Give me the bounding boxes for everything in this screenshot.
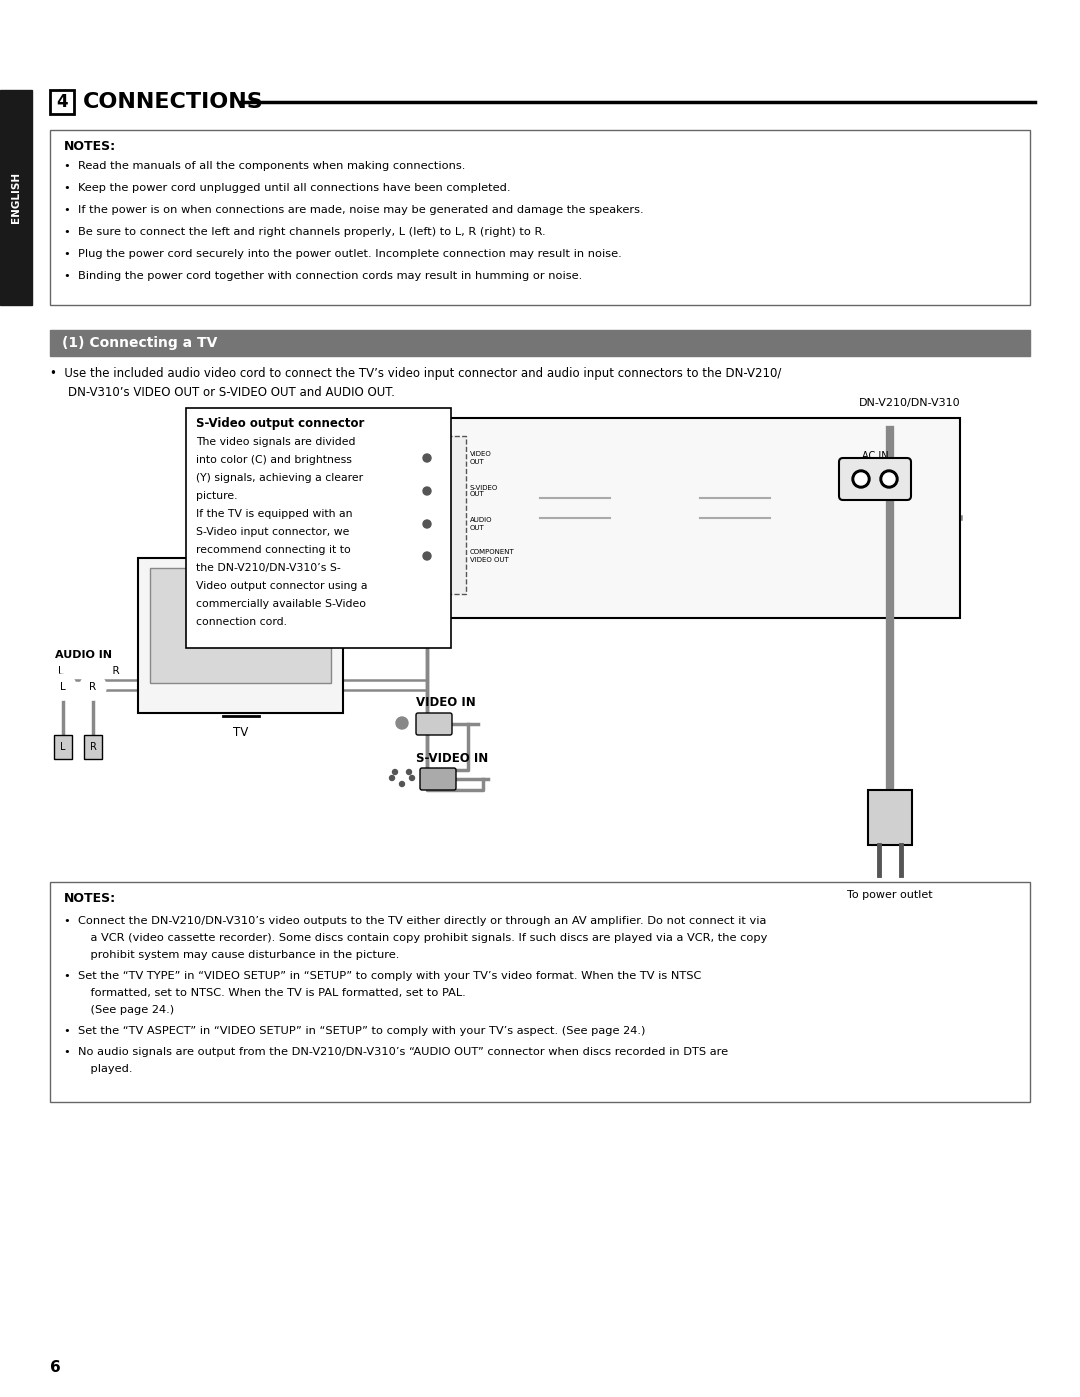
- Circle shape: [423, 552, 431, 560]
- Text: played.: played.: [76, 1065, 133, 1074]
- Text: AUDIO IN: AUDIO IN: [55, 650, 112, 659]
- Text: recommend connecting it to: recommend connecting it to: [195, 545, 351, 555]
- Text: formatted, set to NTSC. When the TV is PAL formatted, set to PAL.: formatted, set to NTSC. When the TV is P…: [76, 988, 465, 997]
- Circle shape: [50, 673, 76, 700]
- Circle shape: [883, 474, 895, 485]
- Bar: [138, 557, 343, 712]
- Circle shape: [406, 770, 411, 774]
- Bar: [868, 789, 912, 845]
- Circle shape: [80, 673, 106, 700]
- Text: If the TV is equipped with an: If the TV is equipped with an: [195, 509, 352, 520]
- Text: (See page 24.): (See page 24.): [76, 1004, 174, 1016]
- Circle shape: [400, 781, 405, 787]
- Bar: [0, 89, 32, 305]
- Text: S-VIDEO IN: S-VIDEO IN: [416, 752, 488, 764]
- Bar: [54, 735, 72, 759]
- Circle shape: [414, 478, 440, 504]
- Text: S-VIDEO
OUT: S-VIDEO OUT: [470, 485, 498, 497]
- Bar: [84, 735, 102, 759]
- Bar: [50, 330, 1030, 356]
- Text: CONNECTIONS: CONNECTIONS: [83, 92, 264, 112]
- Circle shape: [855, 474, 867, 485]
- Text: commercially available S-Video: commercially available S-Video: [195, 599, 366, 609]
- Text: connection cord.: connection cord.: [195, 617, 287, 627]
- Text: ENGLISH: ENGLISH: [11, 172, 21, 224]
- Circle shape: [880, 469, 897, 488]
- Circle shape: [418, 482, 436, 500]
- Text: into color (C) and brightness: into color (C) and brightness: [195, 455, 352, 465]
- Circle shape: [418, 515, 436, 534]
- Text: DN-V210/DN-V310: DN-V210/DN-V310: [859, 398, 960, 408]
- Text: R: R: [90, 742, 96, 752]
- Text: NOTES:: NOTES:: [64, 140, 117, 152]
- Text: S-Video input connector, we: S-Video input connector, we: [195, 527, 349, 536]
- Circle shape: [346, 495, 374, 522]
- Text: L: L: [60, 682, 66, 692]
- FancyBboxPatch shape: [416, 712, 453, 735]
- Text: R: R: [90, 682, 96, 692]
- Bar: [150, 569, 330, 683]
- Text: •  Keep the power cord unplugged until all connections have been completed.: • Keep the power cord unplugged until al…: [64, 183, 511, 193]
- Circle shape: [852, 469, 870, 488]
- Circle shape: [418, 448, 436, 467]
- Bar: [380, 418, 960, 617]
- Circle shape: [396, 717, 408, 729]
- Text: L: L: [60, 742, 66, 752]
- Text: VIDEO
OUT: VIDEO OUT: [470, 451, 491, 464]
- Text: The video signals are divided: The video signals are divided: [195, 437, 355, 447]
- Text: picture.: picture.: [195, 490, 238, 502]
- Text: •  Set the “TV ASPECT” in “VIDEO SETUP” in “SETUP” to comply with your TV’s aspe: • Set the “TV ASPECT” in “VIDEO SETUP” i…: [64, 1025, 646, 1037]
- Bar: [388, 436, 465, 594]
- Circle shape: [384, 761, 419, 795]
- Text: •  No audio signals are output from the DN-V210/DN-V310’s “AUDIO OUT” connector : • No audio signals are output from the D…: [64, 1046, 728, 1058]
- Circle shape: [423, 454, 431, 462]
- Circle shape: [423, 488, 431, 495]
- Text: •  Set the “TV TYPE” in “VIDEO SETUP” in “SETUP” to comply with your TV’s video : • Set the “TV TYPE” in “VIDEO SETUP” in …: [64, 971, 701, 981]
- Text: •  Read the manuals of all the components when making connections.: • Read the manuals of all the components…: [64, 161, 465, 170]
- Bar: [50, 89, 75, 115]
- Text: TV: TV: [233, 726, 248, 739]
- Text: •  If the power is on when connections are made, noise may be generated and dama: • If the power is on when connections ar…: [64, 205, 644, 215]
- Text: To power outlet: To power outlet: [847, 890, 933, 900]
- Circle shape: [414, 446, 440, 471]
- Circle shape: [418, 548, 436, 564]
- Circle shape: [390, 775, 394, 781]
- Circle shape: [414, 511, 440, 536]
- Text: •  Plug the power cord securely into the power outlet. Incomplete connection may: • Plug the power cord securely into the …: [64, 249, 622, 258]
- Text: 4: 4: [56, 94, 68, 110]
- Bar: [50, 882, 1030, 1102]
- Text: L               R: L R: [58, 666, 120, 676]
- Text: prohibit system may cause disturbance in the picture.: prohibit system may cause disturbance in…: [76, 950, 400, 960]
- Text: AUDIO
OUT: AUDIO OUT: [470, 517, 492, 531]
- Circle shape: [388, 710, 416, 738]
- Text: •  Be sure to connect the left and right channels properly, L (left) to L, R (ri: • Be sure to connect the left and right …: [64, 226, 545, 237]
- FancyBboxPatch shape: [420, 768, 456, 789]
- Text: 6: 6: [50, 1361, 60, 1376]
- Text: (1) Connecting a TV: (1) Connecting a TV: [62, 337, 217, 351]
- Text: a VCR (video cassette recorder). Some discs contain copy prohibit signals. If su: a VCR (video cassette recorder). Some di…: [76, 933, 768, 943]
- Text: NOTES:: NOTES:: [64, 891, 117, 904]
- Circle shape: [414, 543, 440, 569]
- Text: COMPONENT
VIDEO OUT: COMPONENT VIDEO OUT: [470, 549, 515, 563]
- Text: S-Video output connector: S-Video output connector: [195, 418, 364, 430]
- Text: •  Use the included audio video cord to connect the TV’s video input connector a: • Use the included audio video cord to c…: [50, 367, 781, 380]
- Text: DN-V310’s VIDEO OUT or S-VIDEO OUT and AUDIO OUT.: DN-V310’s VIDEO OUT or S-VIDEO OUT and A…: [68, 386, 395, 398]
- Bar: [186, 408, 451, 648]
- Circle shape: [409, 775, 415, 781]
- Circle shape: [423, 520, 431, 528]
- Circle shape: [346, 474, 374, 502]
- Text: •  Binding the power cord together with connection cords may result in humming o: • Binding the power cord together with c…: [64, 271, 582, 281]
- FancyBboxPatch shape: [839, 458, 912, 500]
- Text: AC IN: AC IN: [862, 451, 889, 461]
- Text: VIDEO IN: VIDEO IN: [416, 697, 476, 710]
- Text: AUDIO OUT: AUDIO OUT: [345, 521, 380, 525]
- Text: Video output connector using a: Video output connector using a: [195, 581, 367, 591]
- Text: (Y) signals, achieving a clearer: (Y) signals, achieving a clearer: [195, 474, 363, 483]
- Circle shape: [392, 770, 397, 774]
- Text: •  Connect the DN-V210/DN-V310’s video outputs to the TV either directly or thro: • Connect the DN-V210/DN-V310’s video ou…: [64, 916, 767, 926]
- Text: the DN-V210/DN-V310’s S-: the DN-V210/DN-V310’s S-: [195, 563, 341, 573]
- Bar: [50, 130, 1030, 305]
